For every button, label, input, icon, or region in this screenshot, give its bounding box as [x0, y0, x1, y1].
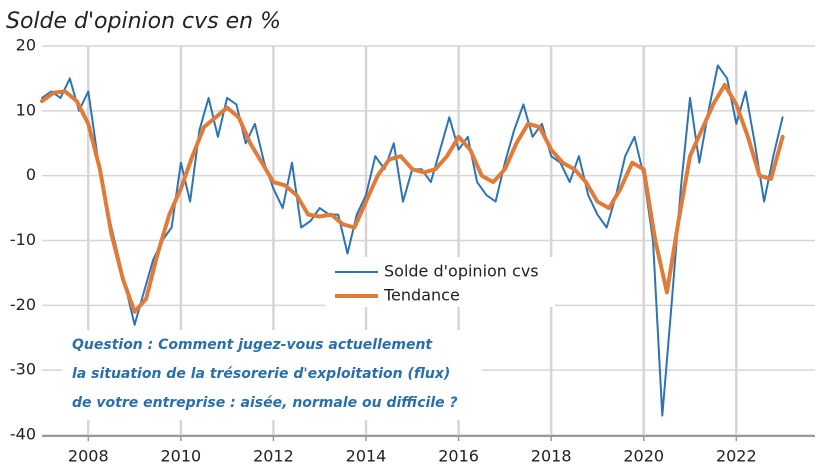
series-line	[40, 82, 785, 314]
x-tick-label: 2012	[253, 447, 294, 466]
legend-label: Tendance	[383, 286, 460, 305]
annotation: la situation de la trésorerie d'exploita…	[72, 366, 450, 382]
y-tick-label: -40	[10, 425, 36, 444]
annotation: de votre entreprise : aisée, normale ou …	[72, 395, 458, 411]
legend-label: Solde d'opinion cvs	[384, 262, 539, 281]
y-tick-label: 10	[16, 100, 36, 119]
annotation: Question : Comment jugez-vous actuelleme…	[72, 337, 433, 353]
x-tick-label: 2016	[438, 447, 479, 466]
x-tick-label: 2020	[623, 447, 664, 466]
x-tick-label: 2014	[346, 447, 387, 466]
annotation-box	[62, 330, 482, 420]
y-tick-label: -30	[10, 360, 36, 379]
y-tick-label: 20	[16, 36, 36, 55]
x-tick-label: 2022	[716, 447, 757, 466]
overlay: -40 -30 -20 -10 0 10 20 2008 2010 2012 2014 2016 201…	[10, 36, 815, 466]
chart-title: Solde d'opinion cvs en %	[6, 9, 281, 34]
y-tick-label: -20	[10, 295, 36, 314]
x-tick-label: 2008	[68, 447, 109, 466]
legend-box	[325, 257, 555, 307]
x-tick-label: 2010	[161, 447, 202, 466]
lines	[40, 64, 785, 417]
x-tick-label: 2018	[531, 447, 572, 466]
y-tick-label: 0	[26, 165, 36, 184]
grid	[42, 45, 815, 436]
y-tick-label: -10	[10, 230, 36, 249]
